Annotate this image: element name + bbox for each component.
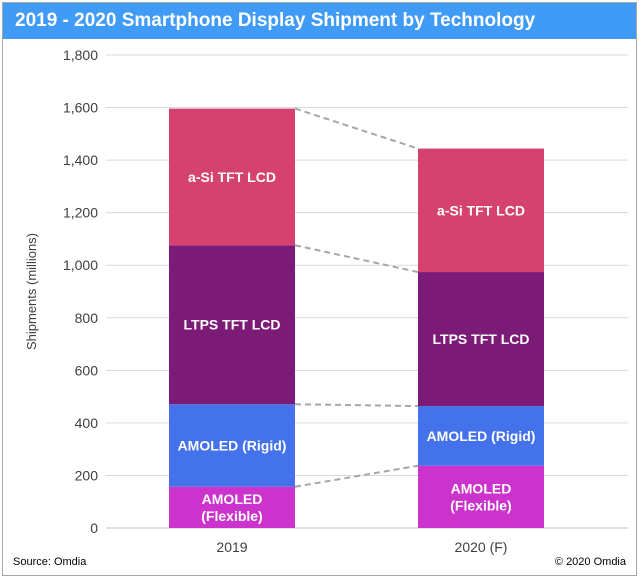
connector-line [294,464,419,488]
data-label: LTPS TFT LCD [184,317,281,333]
data-label: AMOLED [202,491,263,507]
bar-segment [418,406,544,466]
connector-line [294,403,419,408]
y-tick-label: 200 [75,467,99,483]
data-label: a-Si TFT LCD [188,169,276,185]
y-tick-label: 1,400 [63,152,98,168]
y-tick-label: 400 [75,415,99,431]
x-tick-label: 2019 [216,539,247,555]
connector-line [294,107,419,150]
bar-segment [169,486,295,528]
data-label: AMOLED (Rigid) [178,437,287,453]
copyright-note: © 2020 Omdia [554,556,626,568]
y-tick-label: 0 [90,520,98,536]
data-label: a-Si TFT LCD [437,202,525,218]
data-label: (Flexible) [450,497,511,513]
chart-title: 2019 - 2020 Smartphone Display Shipment … [3,3,636,39]
bar-segment [169,245,295,405]
y-tick-label: 1,200 [63,205,98,221]
bar-segment [418,148,544,273]
y-tick-label: 1,800 [63,47,98,63]
y-tick-label: 800 [75,310,99,326]
y-tick-label: 1,000 [63,257,98,273]
source-note: Source: Omdia [13,556,87,568]
y-tick-label: 600 [75,362,99,378]
bar-segment [169,108,295,246]
connector-line [294,244,419,274]
y-axis-title: Shipments (millions) [24,233,39,350]
bar-segment [418,272,544,407]
data-label: AMOLED [451,480,512,496]
data-label: AMOLED (Rigid) [427,428,536,444]
x-tick-label: 2020 (F) [455,539,508,555]
data-label: (Flexible) [201,508,262,524]
y-tick-label: 1,600 [63,100,98,116]
bar-segment [418,465,544,528]
stacked-bar-chart: 0 200 400 600 800 1,000 1,200 1,400 1,600 1,800 Sh… [24,47,628,555]
bar-segment [169,404,295,487]
data-label: LTPS TFT LCD [433,331,530,347]
